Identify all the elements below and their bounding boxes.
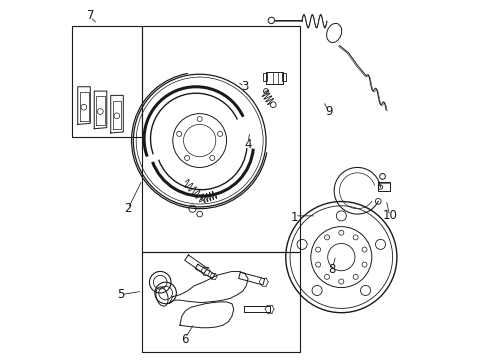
Text: 1: 1 [290, 211, 298, 224]
Bar [378, 182, 389, 191]
Text: 9: 9 [325, 105, 332, 118]
Bar [265, 72, 283, 84]
Bar [142, 252, 300, 352]
Bar [72, 26, 142, 137]
Bar [282, 73, 285, 81]
Text: 5: 5 [117, 288, 124, 301]
Text: 6: 6 [181, 333, 189, 346]
Text: 10: 10 [382, 210, 396, 222]
Text: 4: 4 [244, 138, 251, 150]
Text: 2: 2 [124, 202, 131, 215]
Bar [142, 26, 300, 252]
Text: 7: 7 [86, 9, 94, 22]
Text: 3: 3 [240, 80, 248, 93]
Text: 8: 8 [328, 263, 335, 276]
Bar [263, 73, 267, 81]
